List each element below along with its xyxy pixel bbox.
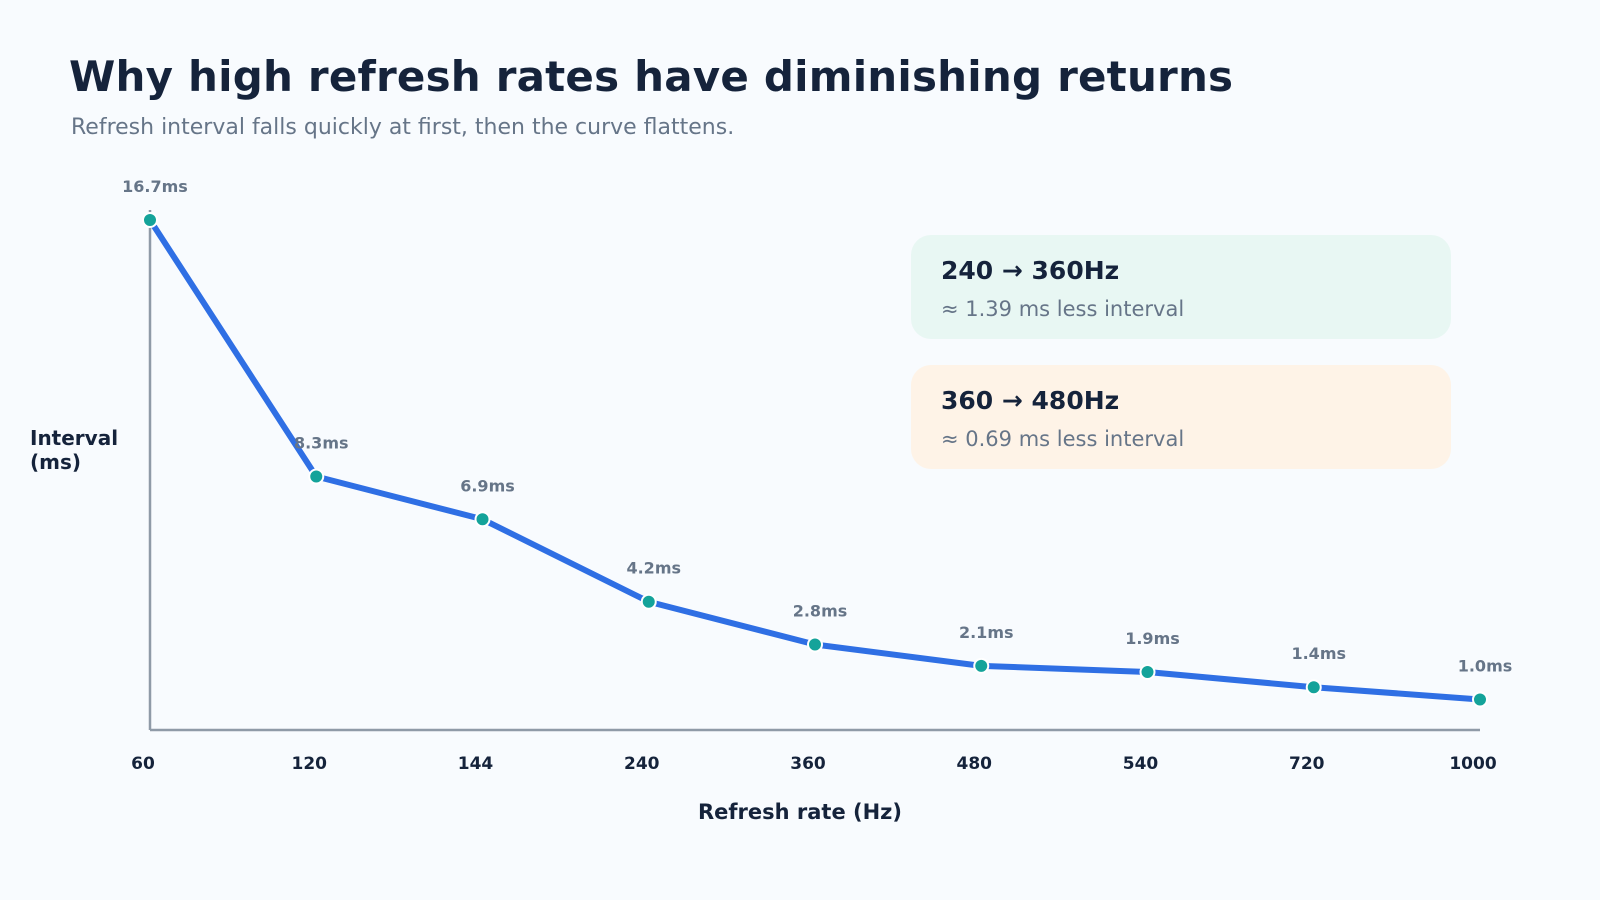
data-label: 16.7ms xyxy=(122,177,188,196)
data-point xyxy=(474,511,491,528)
data-points xyxy=(142,212,1488,708)
callout-240-to-360: 240 → 360Hz ≈ 1.39 ms less interval xyxy=(911,235,1451,339)
x-tick-label: 1000 xyxy=(1449,754,1496,774)
data-label: 1.4ms xyxy=(1291,644,1346,663)
x-tick-label: 120 xyxy=(292,754,328,774)
data-label: 1.0ms xyxy=(1458,656,1513,675)
callout-detail: ≈ 0.69 ms less interval xyxy=(941,427,1185,451)
x-tick-label: 240 xyxy=(624,754,660,774)
data-label: 2.8ms xyxy=(793,601,848,620)
data-point xyxy=(973,657,990,674)
x-tick-label: 480 xyxy=(957,754,993,774)
data-point xyxy=(640,593,657,610)
data-point xyxy=(142,212,158,228)
x-tick-label: 720 xyxy=(1289,754,1325,774)
page-subtitle: Refresh interval falls quickly at first,… xyxy=(71,115,735,140)
data-label: 1.9ms xyxy=(1125,629,1180,648)
callout-title: 240 → 360Hz xyxy=(941,256,1120,285)
data-label: 4.2ms xyxy=(626,559,681,578)
x-axis-label: Refresh rate (Hz) xyxy=(697,800,903,824)
callout-360-to-480: 360 → 480Hz ≈ 0.69 ms less interval xyxy=(911,365,1451,469)
data-point xyxy=(1139,663,1156,680)
data-point xyxy=(1305,679,1322,696)
data-label: 2.1ms xyxy=(959,623,1014,642)
callout-detail: ≈ 1.39 ms less interval xyxy=(941,297,1185,321)
data-label: 8.3ms xyxy=(294,434,349,453)
x-tick-label: 144 xyxy=(458,754,494,774)
data-labels: 16.7ms 8.3ms 6.9ms 4.2ms 2.8ms 2.1ms 1.9ms 1.4m… xyxy=(122,177,1512,675)
data-point xyxy=(807,636,823,653)
x-tick-labels: 60 120 144 240 360 480 540 720 1000 xyxy=(131,754,1497,774)
axes xyxy=(148,210,1480,732)
page-title: Why high refresh rates have diminishing … xyxy=(69,52,1234,101)
data-point xyxy=(308,468,325,485)
y-axis-label: Interval (ms) xyxy=(30,426,119,474)
x-tick-label: 540 xyxy=(1123,754,1159,774)
data-point xyxy=(1472,691,1488,708)
x-tick-label: 360 xyxy=(790,754,826,774)
callout-title: 360 → 480Hz xyxy=(941,386,1120,415)
data-label: 6.9ms xyxy=(460,476,515,495)
x-tick-label: 60 xyxy=(131,754,155,774)
